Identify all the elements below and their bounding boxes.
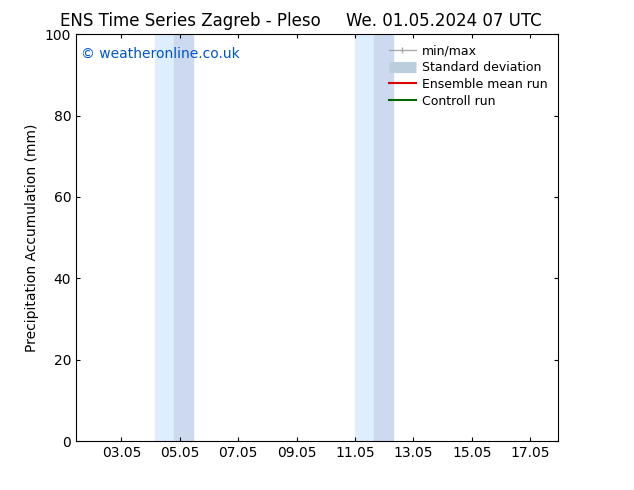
Text: ENS Time Series Zagreb - Pleso: ENS Time Series Zagreb - Pleso <box>60 12 321 30</box>
Text: © weatheronline.co.uk: © weatheronline.co.uk <box>81 47 240 60</box>
Legend: min/max, Standard deviation, Ensemble mean run, Controll run: min/max, Standard deviation, Ensemble me… <box>385 41 552 111</box>
Bar <box>155 34 174 441</box>
Bar <box>374 34 393 441</box>
Bar <box>355 34 374 441</box>
Text: We. 01.05.2024 07 UTC: We. 01.05.2024 07 UTC <box>346 12 541 30</box>
Bar <box>174 34 193 441</box>
Y-axis label: Precipitation Accumulation (mm): Precipitation Accumulation (mm) <box>25 123 39 352</box>
